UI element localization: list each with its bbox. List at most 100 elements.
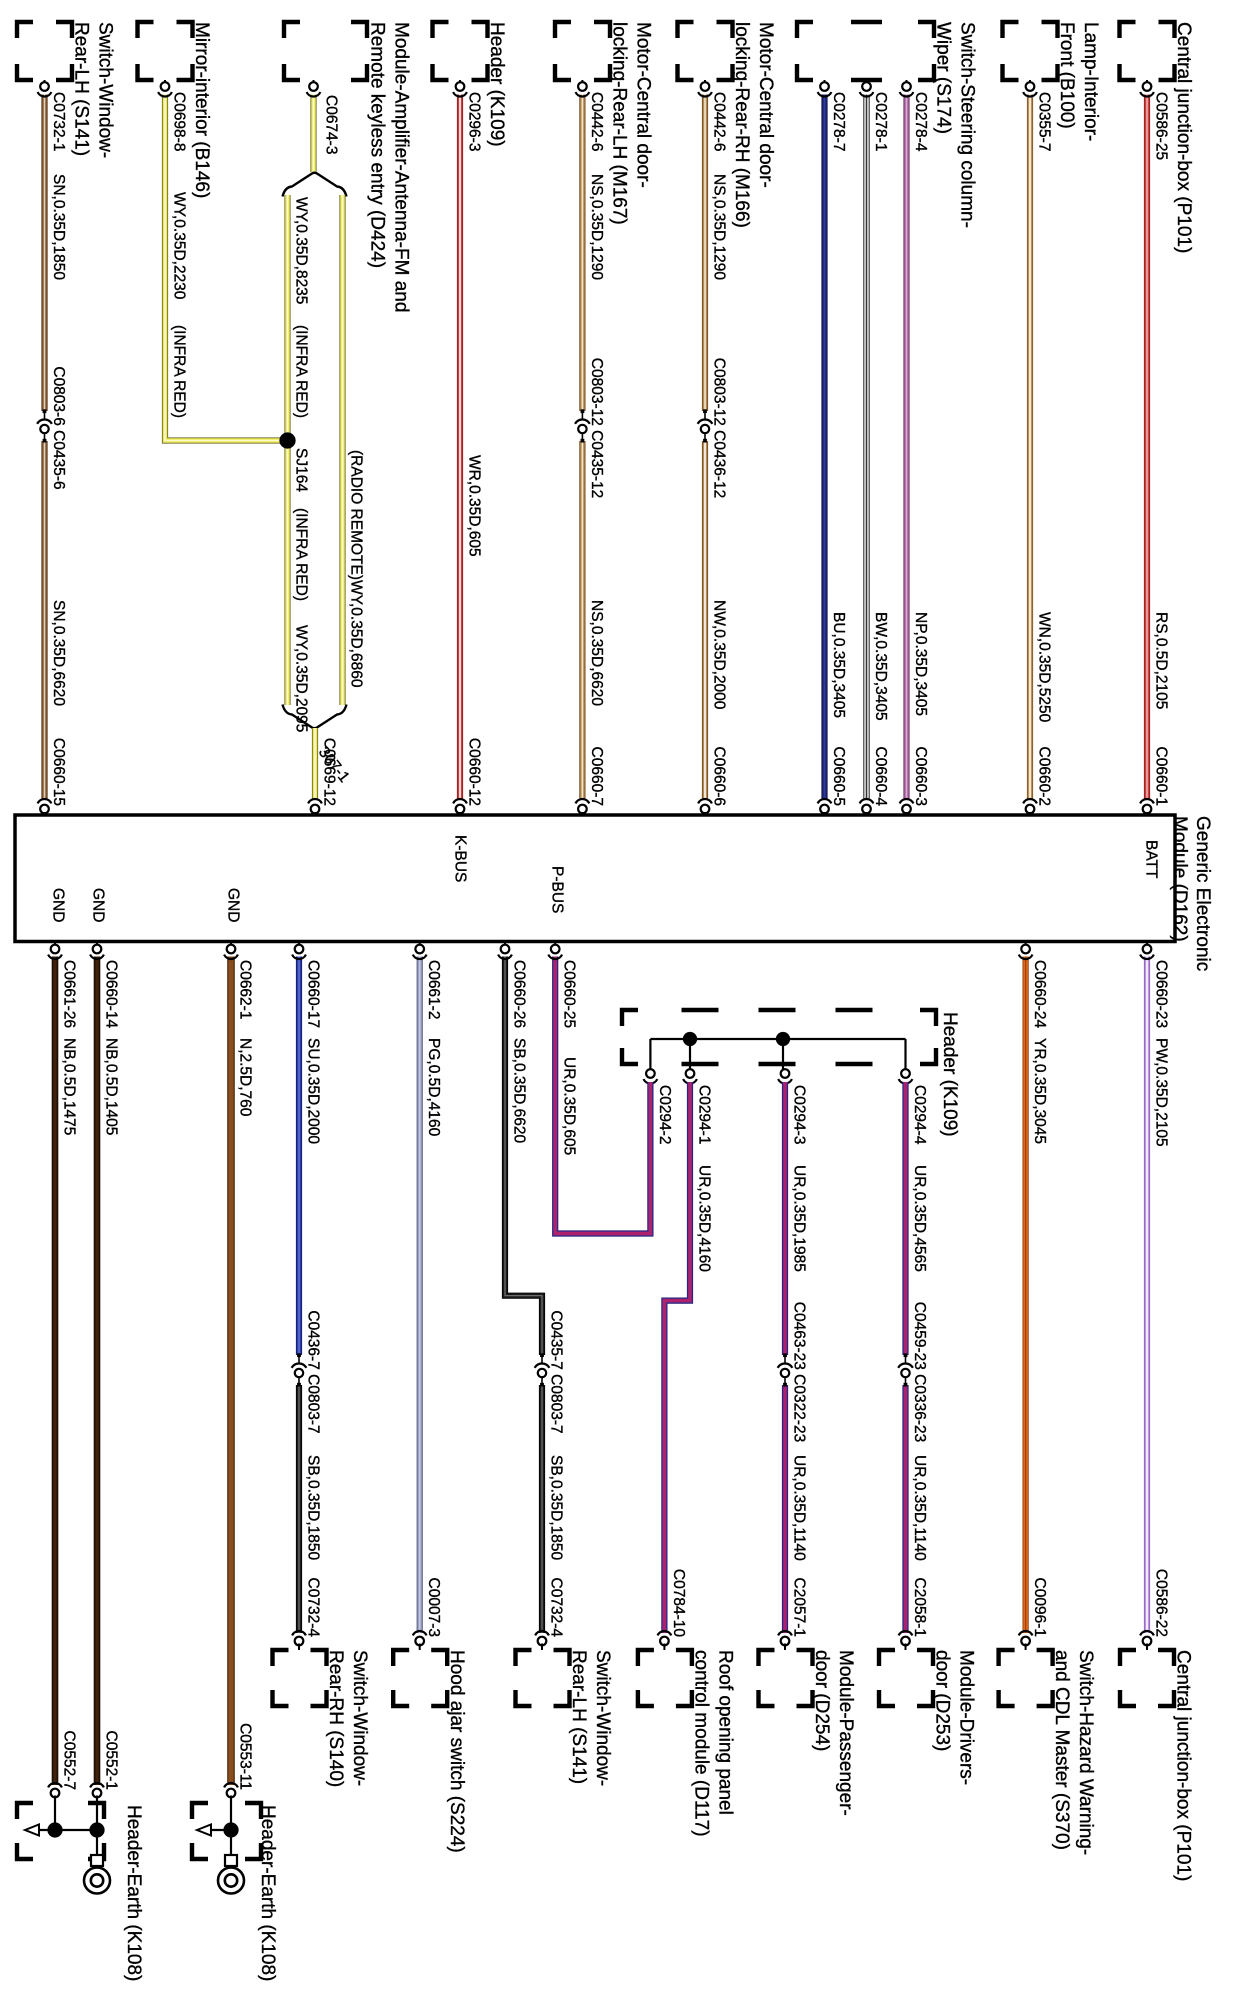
svg-text:UR,0.35D,605: UR,0.35D,605 bbox=[561, 1057, 578, 1155]
svg-text:Switch-Window-: Switch-Window- bbox=[592, 1650, 613, 1786]
svg-text:Header-Earth (K108): Header-Earth (K108) bbox=[257, 1805, 278, 1981]
svg-text:C0463-23 C0322-23: C0463-23 C0322-23 bbox=[791, 1302, 808, 1442]
svg-text:SB,0.35D,6620: SB,0.35D,6620 bbox=[511, 1038, 528, 1144]
svg-text:UR,0.35D,4160: UR,0.35D,4160 bbox=[696, 1165, 713, 1272]
svg-text:SB,0.35D,1850: SB,0.35D,1850 bbox=[305, 1455, 322, 1561]
svg-text:SN,0.35D,1850: SN,0.35D,1850 bbox=[50, 174, 67, 280]
svg-text:UR,0.35D,1985: UR,0.35D,1985 bbox=[791, 1165, 808, 1272]
svg-text:Rear-RH (S140): Rear-RH (S140) bbox=[325, 1650, 346, 1787]
svg-text:C0669-12: C0669-12 bbox=[321, 738, 338, 806]
svg-text:Central junction-box (P101): Central junction-box (P101) bbox=[1173, 1650, 1194, 1881]
svg-text:GND: GND bbox=[225, 888, 242, 922]
svg-text:control module (D117): control module (D117) bbox=[691, 1650, 712, 1837]
svg-text:Module-Passenger-: Module-Passenger- bbox=[835, 1650, 856, 1816]
svg-text:Switch-Hazard Warning-: Switch-Hazard Warning- bbox=[1075, 1650, 1096, 1855]
svg-text:NB,0.5D,1405: NB,0.5D,1405 bbox=[103, 1038, 120, 1135]
svg-text:SJ164: SJ164 bbox=[293, 448, 310, 492]
svg-text:C0442-6: C0442-6 bbox=[588, 92, 605, 151]
svg-text:C0660-7: C0660-7 bbox=[588, 747, 605, 806]
svg-text:UR,0.35D,4565: UR,0.35D,4565 bbox=[911, 1165, 928, 1272]
svg-text:C0660-12: C0660-12 bbox=[466, 738, 483, 806]
svg-text:C0278-7: C0278-7 bbox=[830, 92, 847, 151]
svg-text:Module-Drivers-: Module-Drivers- bbox=[956, 1650, 977, 1785]
svg-text:C0661-2: C0661-2 bbox=[425, 960, 442, 1019]
svg-text:C0662-1: C0662-1 bbox=[237, 960, 254, 1019]
svg-text:C0732-4: C0732-4 bbox=[548, 1578, 565, 1638]
svg-text:C0661-26: C0661-26 bbox=[61, 960, 78, 1028]
svg-text:WR,0.35D,605: WR,0.35D,605 bbox=[466, 455, 483, 557]
svg-text:Wiper (S174): Wiper (S174) bbox=[933, 22, 954, 134]
svg-text:Front (B100): Front (B100) bbox=[1056, 22, 1077, 129]
svg-text:C0660-6: C0660-6 bbox=[711, 747, 728, 806]
svg-text:C0586-22: C0586-22 bbox=[1153, 1569, 1170, 1637]
svg-text:UR,0.35D,1140: UR,0.35D,1140 bbox=[791, 1455, 808, 1561]
svg-text:C0442-6: C0442-6 bbox=[711, 92, 728, 151]
svg-text:PG,0.5D,4160: PG,0.5D,4160 bbox=[425, 1038, 442, 1137]
svg-text:C0436-7 C0803-7: C0436-7 C0803-7 bbox=[305, 1310, 322, 1433]
svg-text:C0553-11: C0553-11 bbox=[237, 1723, 254, 1790]
svg-text:(INFRA RED): (INFRA RED) bbox=[293, 508, 310, 601]
svg-text:NW,0.35D,2000: NW,0.35D,2000 bbox=[711, 600, 728, 710]
svg-text:C0278-1: C0278-1 bbox=[872, 92, 889, 151]
svg-text:(RADIO REMOTE)WY,0.35D,6860: (RADIO REMOTE)WY,0.35D,6860 bbox=[348, 450, 365, 688]
svg-text:C0660-26: C0660-26 bbox=[511, 960, 528, 1028]
svg-text:BW,0.35D,3405: BW,0.35D,3405 bbox=[872, 612, 889, 721]
svg-text:Switch-Window-: Switch-Window- bbox=[95, 22, 116, 158]
svg-text:SU,0.35D,2000: SU,0.35D,2000 bbox=[305, 1038, 322, 1144]
svg-text:P-BUS: P-BUS bbox=[549, 866, 566, 913]
svg-text:C0660-3: C0660-3 bbox=[912, 747, 929, 806]
svg-text:BATT: BATT bbox=[1143, 840, 1160, 879]
svg-text:Hood ajar switch (S224): Hood ajar switch (S224) bbox=[446, 1650, 467, 1853]
svg-text:NS,0.35D,1290: NS,0.35D,1290 bbox=[588, 174, 605, 280]
svg-text:N,2.5D,760: N,2.5D,760 bbox=[237, 1038, 254, 1117]
svg-text:Header (K109): Header (K109) bbox=[939, 1012, 960, 1137]
svg-text:Motor-Central door-: Motor-Central door- bbox=[633, 22, 654, 188]
svg-text:NS,0.35D,6620: NS,0.35D,6620 bbox=[588, 600, 605, 706]
svg-text:Header-Earth (K108): Header-Earth (K108) bbox=[123, 1805, 144, 1981]
svg-text:C0660-25: C0660-25 bbox=[561, 960, 578, 1028]
svg-text:WY,0.35D,8235: WY,0.35D,8235 bbox=[293, 197, 310, 304]
svg-text:C0784-10: C0784-10 bbox=[670, 1569, 687, 1637]
svg-text:C0552-1: C0552-1 bbox=[103, 1731, 120, 1790]
svg-text:WY,0.35D,2230: WY,0.35D,2230 bbox=[171, 192, 188, 300]
svg-text:C0294-4: C0294-4 bbox=[911, 1085, 928, 1145]
svg-text:C0552-7: C0552-7 bbox=[61, 1731, 78, 1790]
svg-text:C0732-4: C0732-4 bbox=[305, 1578, 322, 1638]
svg-text:C0278-4: C0278-4 bbox=[912, 92, 929, 152]
svg-text:NB,0.5D,1475: NB,0.5D,1475 bbox=[61, 1038, 78, 1135]
svg-text:C0294-2: C0294-2 bbox=[656, 1085, 673, 1144]
svg-text:PW,0.35D,2105: PW,0.35D,2105 bbox=[1153, 1038, 1170, 1147]
svg-text:C0294-1: C0294-1 bbox=[696, 1085, 713, 1144]
svg-text:C0096-1: C0096-1 bbox=[1031, 1578, 1048, 1637]
svg-text:K-BUS: K-BUS bbox=[452, 835, 469, 882]
svg-text:Header (K109): Header (K109) bbox=[486, 22, 507, 147]
svg-text:C2057-1: C2057-1 bbox=[791, 1578, 808, 1637]
svg-text:C0732-1: C0732-1 bbox=[50, 92, 67, 151]
svg-text:C0660-23: C0660-23 bbox=[1153, 960, 1170, 1028]
svg-text:SB,0.35D,1850: SB,0.35D,1850 bbox=[548, 1455, 565, 1561]
svg-text:C0586-25: C0586-25 bbox=[1153, 92, 1170, 160]
svg-text:Roof opening panel: Roof opening panel bbox=[715, 1650, 736, 1815]
svg-text:C2058-1: C2058-1 bbox=[911, 1578, 928, 1637]
svg-text:C0007-3: C0007-3 bbox=[425, 1578, 442, 1637]
svg-text:GND: GND bbox=[50, 888, 67, 922]
svg-text:door (D253): door (D253) bbox=[932, 1650, 953, 1751]
svg-text:locking-Rear-RH (M166): locking-Rear-RH (M166) bbox=[731, 22, 752, 228]
svg-text:C0296-3: C0296-3 bbox=[466, 92, 483, 151]
svg-text:WN,0.35D,5250: WN,0.35D,5250 bbox=[1036, 612, 1053, 723]
svg-text:UR,0.35D,1140: UR,0.35D,1140 bbox=[911, 1455, 928, 1561]
svg-text:SN,0.35D,6620: SN,0.35D,6620 bbox=[50, 600, 67, 706]
svg-text:C0698-8: C0698-8 bbox=[171, 92, 188, 151]
svg-text:C0435-7 C0803-7: C0435-7 C0803-7 bbox=[548, 1310, 565, 1433]
svg-text:C0660-2: C0660-2 bbox=[1036, 747, 1053, 806]
svg-text:Switch-Window-: Switch-Window- bbox=[349, 1650, 370, 1786]
svg-text:RS,0.5D,2105: RS,0.5D,2105 bbox=[1153, 612, 1170, 709]
svg-text:Central junction-box (P101): Central junction-box (P101) bbox=[1173, 22, 1194, 253]
svg-text:C0674-3: C0674-3 bbox=[323, 95, 340, 154]
svg-text:Mirror-interior (B146): Mirror-interior (B146) bbox=[191, 22, 212, 198]
svg-text:NP,0.35D,3405: NP,0.35D,3405 bbox=[912, 612, 929, 716]
svg-text:locking-Rear-LH (M167): locking-Rear-LH (M167) bbox=[609, 22, 630, 225]
svg-text:C0355-7: C0355-7 bbox=[1036, 92, 1053, 151]
svg-text:WY,0.35D,2095: WY,0.35D,2095 bbox=[293, 625, 310, 732]
svg-text:C0660-5: C0660-5 bbox=[830, 747, 847, 806]
